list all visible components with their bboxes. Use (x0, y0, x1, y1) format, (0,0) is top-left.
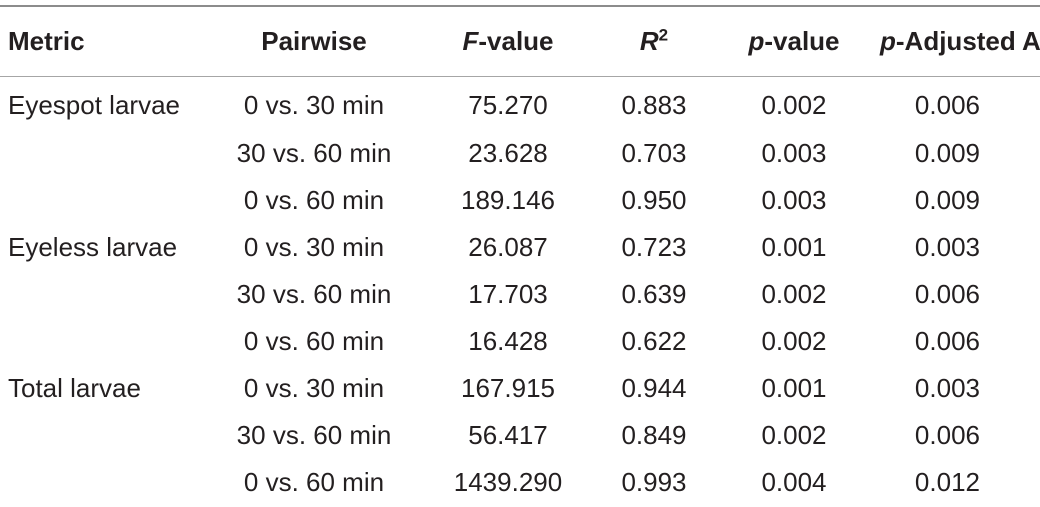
table-row: 0 vs. 60 min 1439.290 0.993 0.004 0.012 (0, 459, 1040, 506)
cell-f-value: 167.915 (461, 373, 555, 403)
statistics-table: Metric Pairwise F-value R2 p-value p-Adj… (0, 7, 1040, 506)
cell-metric (0, 130, 212, 177)
table-row: Eyespot larvae 0 vs. 30 min 75.270 0.883… (0, 76, 1040, 130)
cell-f-value: 16.428 (468, 326, 548, 356)
header-p-value-italic: p (748, 26, 765, 56)
cell-f-value: 23.628 (468, 138, 548, 168)
cell-p-value: 0.003 (761, 185, 827, 215)
cell-metric (0, 412, 212, 459)
header-metric: Metric (8, 26, 85, 56)
cell-metric: Eyeless larvae (8, 232, 178, 262)
cell-metric (0, 177, 212, 224)
header-r-squared: R2 (600, 7, 708, 76)
cell-pairwise: 0 vs. 60 min (243, 467, 385, 497)
header-p-value: p-value (708, 7, 880, 76)
header-p-value-rest: -value (764, 26, 840, 56)
cell-p-adjusted: 0.012 (914, 467, 980, 497)
cell-pairwise: 30 vs. 60 min (236, 279, 392, 309)
top-rule (0, 5, 1040, 7)
table-row: 0 vs. 60 min 189.146 0.950 0.003 0.009 (0, 177, 1040, 224)
cell-r-squared: 0.944 (621, 373, 687, 403)
cell-pairwise: 30 vs. 60 min (236, 138, 392, 168)
cell-p-adjusted: 0.009 (914, 185, 980, 215)
cell-p-adjusted: 0.006 (914, 89, 980, 120)
header-row: Metric Pairwise F-value R2 p-value p-Adj… (0, 7, 1040, 76)
table-row: Eyeless larvae 0 vs. 30 min 26.087 0.723… (0, 224, 1040, 271)
cell-metric (0, 318, 212, 365)
cell-metric (0, 271, 212, 318)
cell-p-adjusted: 0.009 (914, 138, 980, 168)
header-f-value-rest: -value (478, 26, 554, 56)
cell-r-squared: 0.622 (621, 326, 687, 356)
header-p-adjusted: p-Adjusted A (880, 7, 1040, 76)
cell-f-value: 26.087 (468, 232, 548, 262)
cell-p-adjusted: 0.006 (914, 326, 980, 356)
cell-p-value: 0.002 (761, 279, 827, 309)
header-p-adjusted-italic: p (880, 26, 896, 56)
cell-p-value: 0.003 (761, 138, 827, 168)
cell-p-value: 0.002 (761, 326, 827, 356)
table-body: Eyespot larvae 0 vs. 30 min 75.270 0.883… (0, 76, 1040, 506)
cell-p-adjusted: 0.003 (914, 373, 980, 403)
cell-f-value: 17.703 (468, 279, 548, 309)
header-p-adjusted-rest: -Adjusted A (895, 26, 1040, 56)
cell-f-value: 75.270 (468, 89, 548, 120)
cell-p-value: 0.001 (761, 373, 827, 403)
header-r-squared-italic: R (639, 26, 659, 56)
cell-r-squared: 0.703 (621, 138, 687, 168)
table-row: 30 vs. 60 min 17.703 0.639 0.002 0.006 (0, 271, 1040, 318)
cell-p-value: 0.002 (761, 420, 827, 450)
cell-r-squared: 0.639 (621, 279, 687, 309)
cell-p-value: 0.002 (761, 89, 827, 120)
header-f-value-italic: F (462, 26, 479, 56)
cell-r-squared: 0.883 (621, 89, 687, 120)
cell-r-squared: 0.950 (621, 185, 687, 215)
cell-metric: Total larvae (8, 373, 141, 403)
header-pairwise: Pairwise (261, 26, 367, 56)
table-row: 30 vs. 60 min 23.628 0.703 0.003 0.009 (0, 130, 1040, 177)
cell-pairwise: 0 vs. 30 min (243, 373, 385, 403)
cell-r-squared: 0.723 (621, 232, 687, 262)
cell-f-value: 56.417 (468, 420, 548, 450)
cell-pairwise: 0 vs. 60 min (243, 326, 385, 356)
cell-p-value: 0.004 (761, 467, 827, 497)
header-rule (0, 76, 1040, 77)
table-row: Total larvae 0 vs. 30 min 167.915 0.944 … (0, 365, 1040, 412)
cell-p-adjusted: 0.006 (914, 279, 980, 309)
cell-pairwise: 0 vs. 30 min (243, 89, 385, 120)
cell-r-squared: 0.849 (621, 420, 687, 450)
table-row: 30 vs. 60 min 56.417 0.849 0.002 0.006 (0, 412, 1040, 459)
cell-pairwise: 0 vs. 60 min (243, 185, 385, 215)
cell-pairwise: 0 vs. 30 min (243, 232, 385, 262)
cell-p-value: 0.001 (761, 232, 827, 262)
header-f-value: F-value (416, 7, 600, 76)
cell-metric: Eyespot larvae (8, 89, 180, 120)
cell-metric (0, 459, 212, 506)
cell-pairwise: 30 vs. 60 min (236, 420, 392, 450)
cell-f-value: 189.146 (461, 185, 555, 215)
header-r-squared-sup: 2 (658, 25, 669, 45)
cell-r-squared: 0.993 (621, 467, 687, 497)
table-row: 0 vs. 60 min 16.428 0.622 0.002 0.006 (0, 318, 1040, 365)
cell-f-value: 1439.290 (453, 467, 563, 497)
cell-p-adjusted: 0.003 (914, 232, 980, 262)
cell-p-adjusted: 0.006 (914, 420, 980, 450)
